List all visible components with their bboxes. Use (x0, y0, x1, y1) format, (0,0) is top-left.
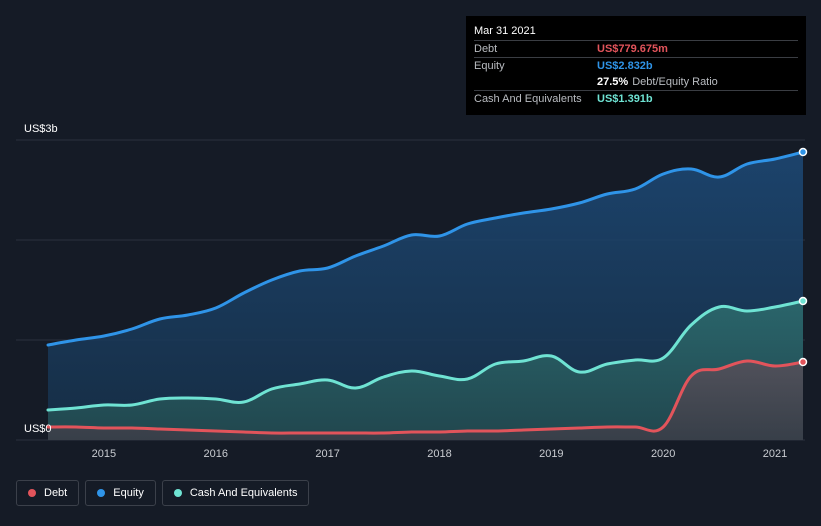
tooltip-row-ratio: 27.5% Debt/Equity Ratio (474, 74, 798, 90)
chart-legend: Debt Equity Cash And Equivalents (16, 480, 310, 506)
cash-dot-icon (173, 489, 182, 497)
legend-equity-label: Equity (113, 487, 144, 499)
series-end-markers (798, 147, 808, 367)
x-tick-label: 2017 (315, 448, 339, 460)
legend-cash-label: Cash And Equivalents (189, 487, 298, 499)
x-tick-label: 2021 (763, 448, 787, 460)
x-tick-label: 2018 (427, 448, 451, 460)
x-tick-label: 2015 (92, 448, 116, 460)
y-axis-bottom-label: US$0 (24, 423, 52, 435)
tooltip-cash-label: Cash And Equivalents (474, 93, 582, 105)
debt-line (46, 359, 805, 435)
equity-end-marker (798, 147, 808, 157)
debt-end-marker (798, 357, 808, 367)
tooltip-date: Mar 31 2021 (474, 25, 536, 37)
tooltip-cash-value: US$1.391b (597, 93, 653, 105)
x-tick-label: 2016 (204, 448, 228, 460)
debt-dot-icon (28, 489, 36, 497)
tooltip-ratio-value: 27.5% (597, 76, 629, 88)
tooltip-debt-label: Debt (474, 43, 498, 55)
cash-line (46, 299, 805, 412)
tooltip-row-cash: Cash And Equivalents US$1.391b (474, 90, 798, 107)
tooltip-debt-value: US$779.675m (597, 43, 668, 55)
cash-end-marker (798, 296, 808, 306)
x-axis-ticks: 2015 2016 2017 2018 2019 2020 2021 (92, 448, 788, 460)
y-axis-top-label: US$3b (24, 123, 58, 135)
tooltip-equity-value: US$2.832b (597, 60, 653, 72)
tooltip-row-debt: Debt US$779.675m (474, 40, 798, 57)
equity-line (46, 150, 805, 347)
tooltip-equity-label: Equity (474, 60, 505, 72)
cash-area (48, 301, 803, 440)
legend-debt-label: Debt (44, 487, 68, 499)
tooltip-ratio-label: Debt/Equity Ratio (632, 76, 718, 88)
debt-area (48, 360, 803, 440)
legend-item-equity[interactable]: Equity (85, 480, 156, 506)
legend-item-debt[interactable]: Debt (16, 480, 80, 506)
tooltip-row-equity: Equity US$2.832b (474, 57, 798, 74)
equity-dot-icon (97, 489, 106, 497)
legend-item-cash[interactable]: Cash And Equivalents (161, 480, 310, 506)
x-tick-label: 2020 (651, 448, 675, 460)
series-lines (46, 150, 805, 435)
series-areas (48, 152, 803, 440)
x-tick-label: 2019 (539, 448, 563, 460)
data-tooltip: Mar 31 2021 Debt US$779.675m Equity US$2… (466, 16, 806, 115)
